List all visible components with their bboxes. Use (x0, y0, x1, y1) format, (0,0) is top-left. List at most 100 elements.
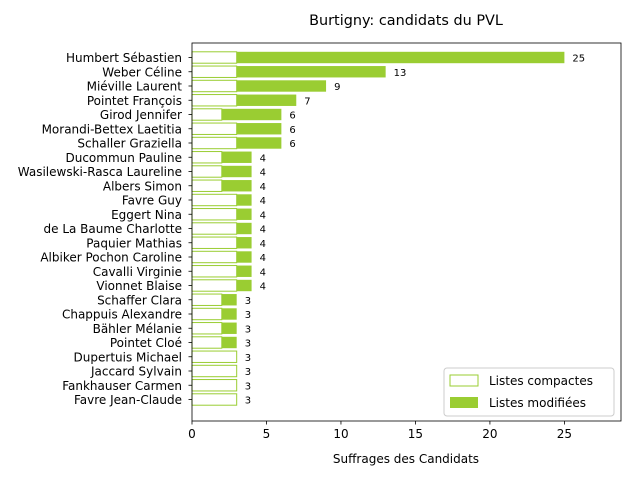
bar-modifiees (236, 265, 252, 277)
category-label: Schaffer Clara (97, 293, 182, 307)
bar-modifiees (221, 322, 237, 334)
bar-compactes (191, 51, 238, 64)
category-label: Fankhauser Carmen (62, 379, 182, 393)
bar-modifiees (236, 208, 252, 220)
category-label: Favre Jean-Claude (74, 393, 182, 407)
chart-title: Burtigny: candidats du PVL (309, 13, 503, 29)
category-label: Wasilewski-Rasca Laureline (18, 165, 182, 179)
bar-compactes (191, 108, 223, 121)
category-label: Cavalli Virginie (93, 265, 182, 279)
bar-compactes (191, 208, 238, 221)
x-tick-label: 15 (408, 427, 423, 441)
category-label: Morandi-Bettex Laetitia (42, 122, 182, 136)
value-label: 3 (245, 296, 251, 307)
bar-compactes (191, 379, 238, 392)
bar-modifiees (236, 137, 282, 149)
x-tick-label: 25 (557, 427, 572, 441)
category-label: Albiker Pochon Caroline (40, 251, 182, 265)
bar-modifiees (221, 180, 252, 192)
category-label: Schaller Graziella (77, 137, 182, 151)
category-label: Pointet François (87, 94, 182, 108)
value-label: 4 (260, 196, 266, 207)
value-label: 4 (260, 267, 266, 278)
value-label: 4 (260, 210, 266, 221)
bar-modifiees (236, 279, 252, 292)
bar-compactes (191, 293, 223, 306)
bar-compactes (191, 236, 238, 249)
category-label: Ducommun Pauline (65, 151, 182, 165)
bar-compactes (191, 364, 238, 378)
value-label: 3 (245, 310, 251, 321)
bar-modifiees (236, 80, 327, 92)
category-label: Favre Guy (122, 194, 182, 208)
value-label: 4 (260, 153, 266, 164)
bar-compactes (191, 336, 223, 349)
category-label: Miéville Laurent (87, 80, 183, 94)
x-tick-label: 20 (482, 427, 497, 441)
value-label: 4 (260, 225, 266, 236)
bar-compactes (191, 307, 223, 321)
legend-entry-compactes: Listes compactes (489, 374, 593, 388)
value-label: 13 (394, 68, 407, 79)
bar-compactes (191, 350, 238, 363)
category-label: Jaccard Sylvain (90, 365, 182, 379)
category-label: Chappuis Alexandre (62, 308, 182, 322)
bar-modifiees (236, 194, 252, 206)
value-label: 4 (260, 168, 266, 179)
bar-compactes (191, 79, 238, 93)
x-tick-label: 10 (333, 427, 348, 441)
legend: Listes compactes Listes modifiées (443, 367, 615, 417)
bar-compactes (191, 179, 223, 192)
bar-compactes (191, 165, 223, 178)
bar-compactes (191, 151, 223, 164)
bar-modifiees (221, 294, 237, 306)
bar-compactes (191, 122, 238, 135)
category-label: Humbert Sébastien (66, 51, 182, 65)
value-label: 25 (572, 54, 585, 65)
bar-modifiees (236, 66, 386, 78)
category-label: Weber Céline (102, 65, 182, 79)
bar-modifiees (221, 165, 252, 178)
legend-swatch-compactes (449, 374, 479, 387)
bar-compactes (191, 250, 238, 264)
value-label: 3 (245, 367, 251, 378)
bar-compactes (191, 136, 238, 150)
bar-modifiees (236, 237, 252, 249)
bar-compactes (191, 65, 238, 78)
value-label: 6 (289, 111, 295, 122)
category-label: Dupertuis Michael (74, 350, 182, 364)
bar-compactes (191, 322, 223, 335)
value-label: 3 (245, 381, 251, 392)
bar-compactes (191, 279, 238, 292)
bar-modifiees (221, 308, 237, 320)
bar-modifiees (236, 222, 252, 235)
bar-modifiees (236, 251, 252, 263)
value-label: 3 (245, 324, 251, 335)
value-label: 4 (260, 282, 266, 293)
value-label: 3 (245, 353, 251, 364)
value-label: 4 (260, 253, 266, 264)
value-label: 7 (304, 96, 310, 107)
bar-modifiees (236, 51, 565, 64)
category-label: Pointet Cloé (110, 336, 182, 350)
category-label: Vionnet Blaise (96, 279, 182, 293)
bar-modifiees (236, 94, 297, 106)
bar-compactes (191, 94, 238, 107)
bar-modifiees (221, 108, 282, 121)
value-label: 3 (245, 396, 251, 407)
legend-box (443, 367, 615, 417)
category-label: de La Baume Charlotte (44, 222, 183, 236)
x-tick-label: 0 (188, 427, 196, 441)
legend-swatch-modifiees (450, 397, 478, 408)
bar-compactes (191, 393, 238, 406)
value-label: 6 (289, 139, 295, 150)
plot-area: Humbert Sébastien 25 Weber Céline 13 Miévill… (18, 42, 622, 441)
category-label: Girod Jennifer (100, 108, 182, 122)
category-label: Bähler Mélanie (93, 322, 182, 336)
value-label: 4 (260, 239, 266, 250)
bar-compactes (191, 193, 238, 207)
x-axis-label: Suffrages des Candidats (333, 452, 479, 466)
x-tick-label: 5 (263, 427, 271, 441)
value-label: 4 (260, 182, 266, 193)
bar-modifiees (221, 151, 252, 163)
